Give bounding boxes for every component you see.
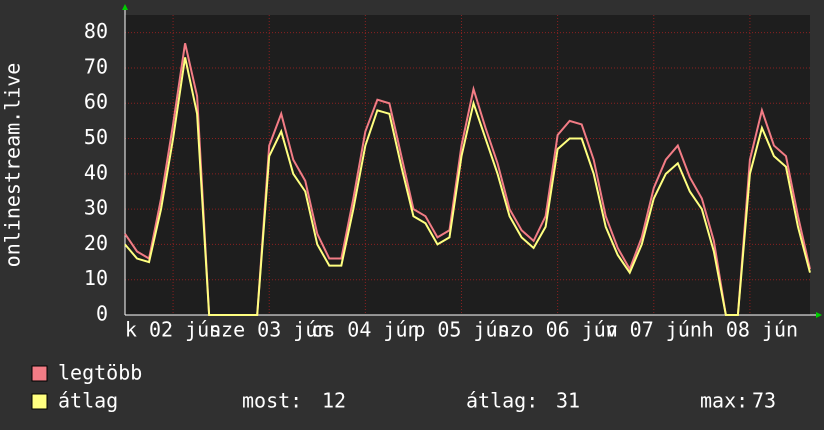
x-tick-label: k 02 jún xyxy=(125,318,221,342)
y-tick-label: 40 xyxy=(84,160,108,184)
stat-value: 73 xyxy=(752,389,776,413)
stat-value: 31 xyxy=(556,389,580,413)
axis-arrow xyxy=(122,4,128,10)
y-tick-label: 80 xyxy=(84,19,108,43)
y-tick-label: 30 xyxy=(84,196,108,220)
stat-label: átlag: xyxy=(466,389,538,413)
y-tick-label: 70 xyxy=(84,54,108,78)
y-tick-label: 10 xyxy=(84,266,108,290)
plot-area xyxy=(125,15,810,315)
x-tick-label: v 07 jún xyxy=(606,318,702,342)
x-tick-label: szo 06 jún xyxy=(497,318,617,342)
x-tick-label: h 08 jún xyxy=(702,318,798,342)
legend-label: átlag xyxy=(58,389,118,413)
y-tick-label: 20 xyxy=(84,231,108,255)
stat-value: 12 xyxy=(322,389,346,413)
y-axis-title: onlinestream.live xyxy=(1,63,25,268)
y-tick-label: 60 xyxy=(84,90,108,114)
legend-swatch xyxy=(31,365,48,382)
y-tick-label: 0 xyxy=(96,302,108,326)
stat-label: most: xyxy=(242,389,302,413)
x-tick-label: cs 04 jún xyxy=(311,318,419,342)
legend-swatch xyxy=(31,393,48,410)
axis-arrow xyxy=(816,312,822,318)
y-tick-label: 50 xyxy=(84,125,108,149)
x-tick-label: p 05 jún xyxy=(413,318,509,342)
x-tick-label: sze 03 jún xyxy=(209,318,329,342)
stat-label: max: xyxy=(700,389,748,413)
series-line xyxy=(124,57,811,316)
legend-label: legtöbb xyxy=(58,361,142,385)
